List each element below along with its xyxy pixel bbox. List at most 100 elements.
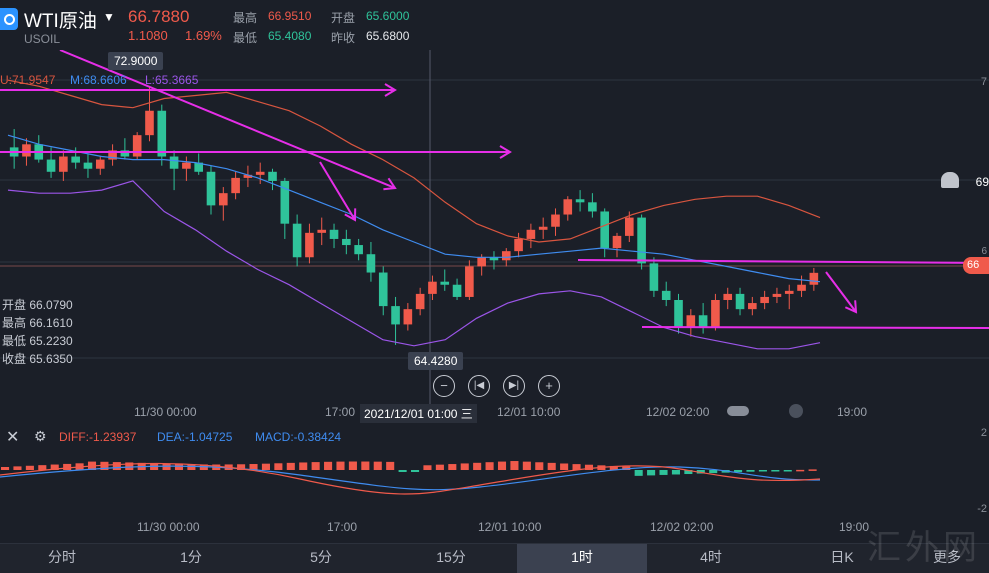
candle-body xyxy=(649,263,659,291)
candle-body xyxy=(145,110,154,136)
macd-bar xyxy=(249,464,258,470)
macd-time-label: 17:00 xyxy=(327,520,358,534)
macd-bar xyxy=(560,463,569,470)
annotation-line xyxy=(577,259,989,264)
settings-gear-icon[interactable]: ⚙ xyxy=(34,428,47,444)
macd-bar xyxy=(187,464,196,470)
record-dot-icon[interactable] xyxy=(789,404,803,418)
tooltip-open: 开盘 66.0790 xyxy=(2,298,73,312)
arrowhead-path xyxy=(383,177,397,191)
arrowhead-icon xyxy=(344,208,357,222)
macd-bar xyxy=(622,466,631,470)
macd-bar xyxy=(423,465,432,470)
alert-bell-icon[interactable] xyxy=(941,172,959,188)
macd-bar xyxy=(758,470,767,472)
candle-body xyxy=(268,171,277,181)
tab-5min[interactable]: 5分 xyxy=(310,549,332,565)
candle-body xyxy=(674,300,683,328)
candle-body xyxy=(723,293,733,300)
arrowhead-path xyxy=(844,300,858,314)
boll-line-boll_lower xyxy=(7,180,821,350)
macd-time-label: 12/02 02:00 xyxy=(650,520,714,534)
stat-value-prev-close: 65.6800 xyxy=(366,29,410,43)
time-axis-label: 12/01 10:00 xyxy=(497,405,561,419)
tab-1min[interactable]: 1分 xyxy=(180,549,202,565)
macd-bar xyxy=(535,462,544,470)
tab-4hour[interactable]: 4时 xyxy=(700,549,722,565)
stat-value-high: 66.9510 xyxy=(268,9,312,23)
candle-body xyxy=(748,303,757,310)
symbol-dropdown-chevron-icon[interactable]: ▼ xyxy=(103,10,115,24)
macd-chart[interactable] xyxy=(0,445,989,515)
candle-body xyxy=(157,110,167,157)
candle-body xyxy=(354,245,363,255)
candle-body xyxy=(600,211,610,249)
candle-body xyxy=(194,162,204,172)
tooltip-low: 最低 65.2230 xyxy=(2,334,73,348)
macd-bar xyxy=(373,461,382,470)
boll-line-boll_upper xyxy=(7,79,821,243)
candle-body xyxy=(182,162,191,169)
candle-body xyxy=(292,223,302,258)
chart-grid xyxy=(0,50,989,420)
candle-body xyxy=(452,284,462,297)
macd-value-label: MACD:-0.38424 xyxy=(255,430,342,444)
candle-body xyxy=(120,150,130,157)
close-indicator-icon[interactable]: ✕ xyxy=(6,429,20,446)
candle-body xyxy=(501,251,511,261)
tab-1hour[interactable]: 1时 xyxy=(517,544,647,573)
zoom-in-icon[interactable]: + xyxy=(538,375,560,397)
macd-dea-label: DEA:-1.04725 xyxy=(157,430,233,444)
macd-bar xyxy=(572,464,581,470)
stat-label-prev-close: 昨收 xyxy=(331,31,356,45)
bollinger-bands xyxy=(7,79,821,350)
macd-bar xyxy=(25,465,34,470)
macd-time-label: 19:00 xyxy=(839,520,870,534)
symbol-title[interactable]: WTI原油 xyxy=(24,11,97,32)
macd-bar xyxy=(63,463,72,470)
tab-more[interactable]: 更多 xyxy=(933,549,961,565)
macd-bar xyxy=(299,462,308,470)
candle-body xyxy=(71,156,80,163)
arrowhead-icon xyxy=(383,177,397,191)
candle-body xyxy=(218,193,228,206)
candle-body xyxy=(588,202,597,212)
tab-timeshare[interactable]: 分时 xyxy=(48,549,76,565)
tab-15min[interactable]: 15分 xyxy=(436,549,466,565)
candle-body xyxy=(317,229,327,233)
scroll-left-icon[interactable]: |◀ xyxy=(468,375,490,397)
candle-body xyxy=(797,284,806,291)
candle-body xyxy=(686,315,696,328)
candlestick-series xyxy=(9,86,819,345)
scroll-right-icon[interactable]: ▶| xyxy=(503,375,525,397)
tab-daily[interactable]: 日K xyxy=(830,549,854,565)
low-price-tag: 64.4280 xyxy=(408,352,464,370)
site-watermark: 汇外网 xyxy=(867,528,981,568)
macd-bar xyxy=(522,461,531,470)
macd-bar xyxy=(547,462,556,470)
dea-line xyxy=(0,465,821,491)
annotation-line xyxy=(59,50,396,189)
zoom-out-icon[interactable]: − xyxy=(433,375,455,397)
macd-bar xyxy=(808,469,817,471)
macd-bar xyxy=(274,463,283,470)
kline-chart[interactable] xyxy=(0,50,989,420)
stat-label-open: 开盘 xyxy=(331,11,356,25)
candle-body xyxy=(661,290,671,300)
drag-handle-icon[interactable] xyxy=(727,406,749,416)
macd-bar xyxy=(671,470,680,475)
arrowhead-icon xyxy=(384,83,397,97)
candle-body xyxy=(772,293,782,297)
macd-bar xyxy=(324,461,333,470)
candle-body xyxy=(255,171,265,175)
candle-body xyxy=(465,266,474,297)
macd-diff-label: DIFF:-1.23937 xyxy=(59,430,137,444)
candle-body xyxy=(428,281,437,294)
candle-body xyxy=(132,135,142,157)
arrowhead-path xyxy=(384,83,397,97)
symbol-code: USOIL xyxy=(24,32,61,46)
boll-mid-label: M:68.6606 xyxy=(70,73,127,87)
macd-bar xyxy=(771,470,780,472)
macd-bar xyxy=(584,464,594,470)
candle-body xyxy=(22,144,31,157)
